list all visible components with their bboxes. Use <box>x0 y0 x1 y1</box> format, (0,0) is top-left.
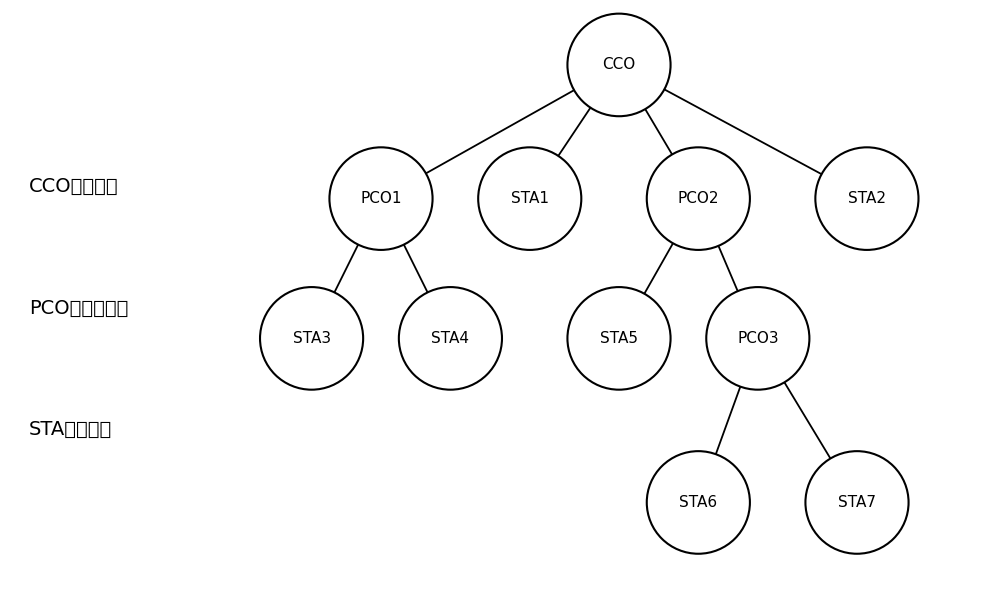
Ellipse shape <box>815 147 918 250</box>
Ellipse shape <box>329 147 433 250</box>
Ellipse shape <box>706 287 809 390</box>
Text: STA7: STA7 <box>838 495 876 510</box>
Ellipse shape <box>567 14 671 116</box>
Text: STA2: STA2 <box>848 191 886 206</box>
Text: PCO3: PCO3 <box>737 331 779 346</box>
Text: STA：从站点: STA：从站点 <box>29 420 112 439</box>
Text: STA4: STA4 <box>431 331 469 346</box>
Text: STA3: STA3 <box>293 331 331 346</box>
Ellipse shape <box>399 287 502 390</box>
Ellipse shape <box>647 451 750 554</box>
Text: PCO：代理节点: PCO：代理节点 <box>29 299 128 317</box>
Text: CCO：集中器: CCO：集中器 <box>29 177 119 196</box>
Text: PCO1: PCO1 <box>360 191 402 206</box>
Ellipse shape <box>647 147 750 250</box>
Ellipse shape <box>260 287 363 390</box>
Ellipse shape <box>478 147 581 250</box>
Ellipse shape <box>567 287 671 390</box>
Text: STA5: STA5 <box>600 331 638 346</box>
Text: PCO2: PCO2 <box>678 191 719 206</box>
Text: STA1: STA1 <box>511 191 549 206</box>
Text: CCO: CCO <box>602 57 636 73</box>
Ellipse shape <box>805 451 909 554</box>
Text: STA6: STA6 <box>679 495 717 510</box>
